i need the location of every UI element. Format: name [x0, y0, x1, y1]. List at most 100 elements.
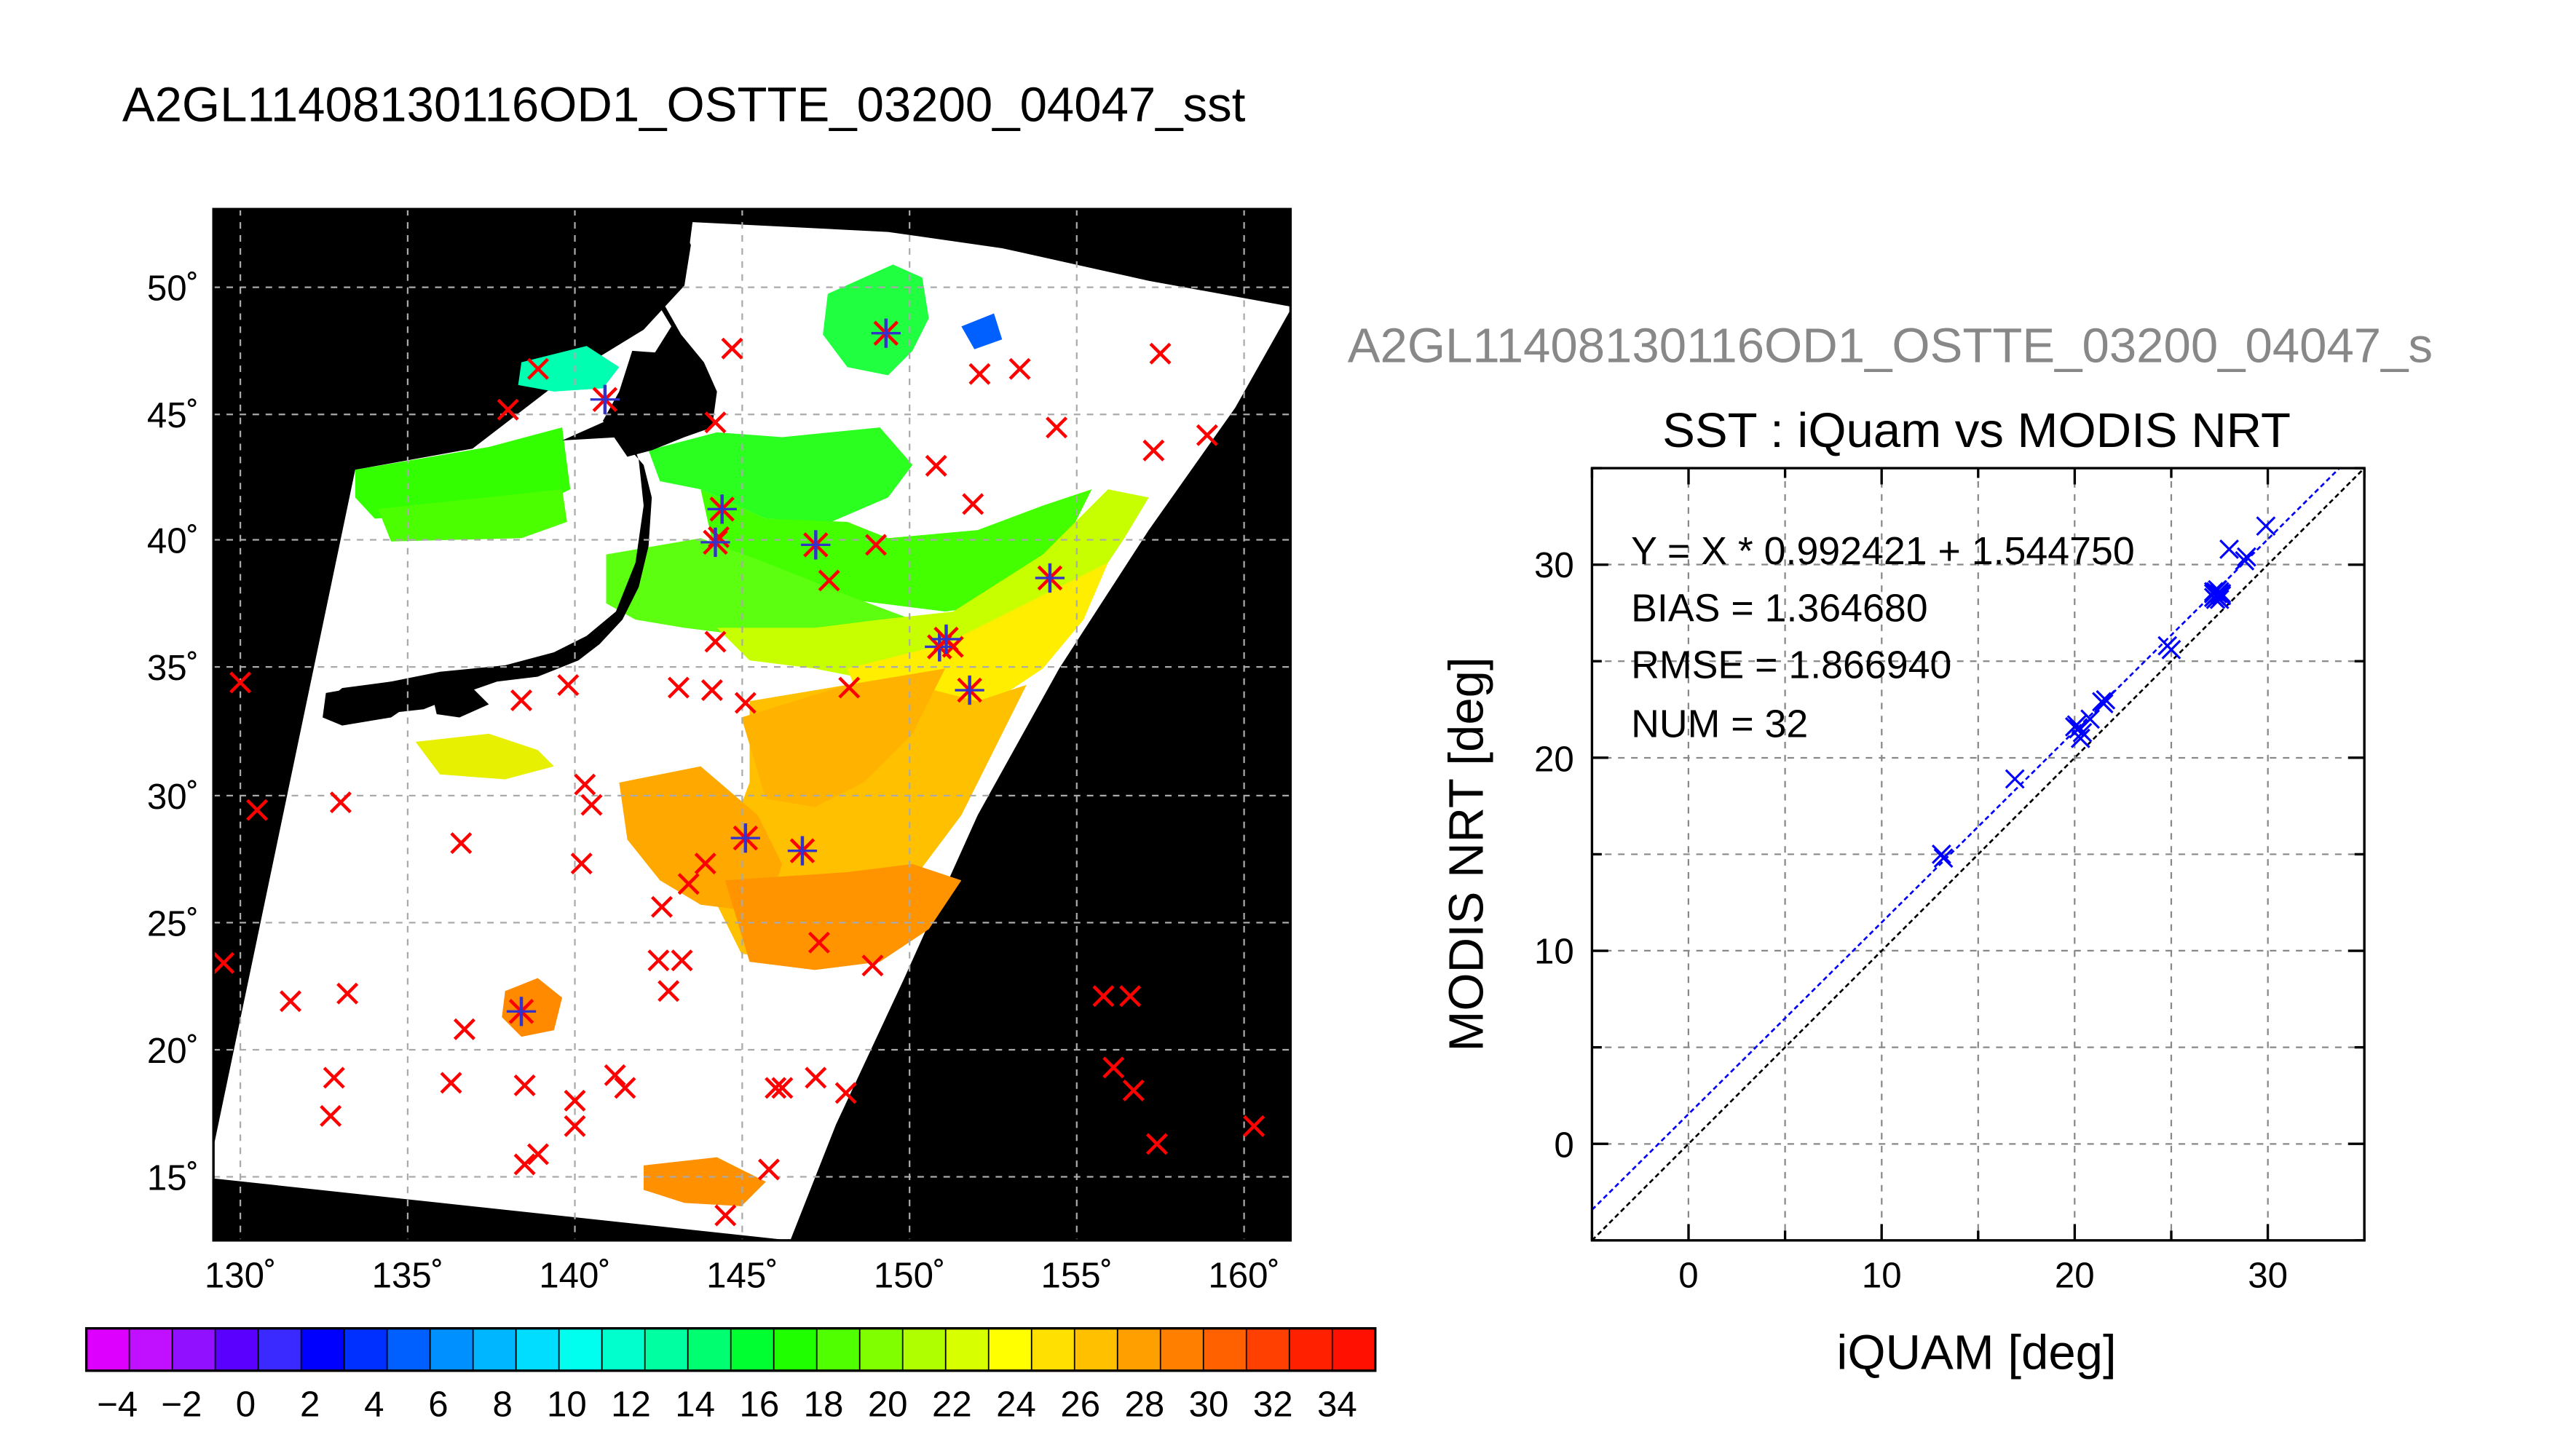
red-cross-marker	[650, 895, 673, 918]
blue-star-marker	[871, 318, 901, 348]
red-cross-marker	[714, 1204, 737, 1227]
colorbar-tick-label: 8	[492, 1385, 512, 1425]
lat-label: 40˚	[147, 521, 199, 561]
red-cross-marker	[329, 791, 352, 814]
colorbar-swatch	[1289, 1328, 1333, 1371]
scatter-point	[2005, 769, 2025, 789]
colorbar-tick-label: 6	[428, 1385, 448, 1425]
colorbar-swatch	[558, 1328, 603, 1371]
regression-equation: Y = X * 0.992421 + 1.544750	[1631, 529, 2135, 573]
red-cross-marker	[838, 676, 861, 699]
red-cross-marker	[671, 949, 693, 972]
colorbar	[85, 1328, 1376, 1371]
y-axis-label: MODIS NRT [deg]	[1439, 657, 1493, 1051]
blue-star-marker	[506, 997, 537, 1026]
y-tick-label: 10	[1534, 931, 1574, 971]
red-cross-marker	[580, 794, 603, 816]
blue-star-marker	[707, 494, 737, 524]
red-cross-marker	[721, 337, 743, 360]
lon-label: 135˚	[372, 1256, 444, 1296]
red-cross-marker	[497, 398, 519, 421]
lon-label: 150˚	[874, 1256, 946, 1296]
red-cross-marker	[614, 1077, 636, 1099]
colorbar-tick-label: 30	[1189, 1385, 1229, 1425]
colorbar-swatch	[816, 1328, 861, 1371]
scatter-point	[1931, 844, 1951, 864]
colorbar-swatch	[172, 1328, 216, 1371]
blue-star-marker	[955, 675, 984, 705]
red-cross-marker	[564, 1115, 586, 1137]
red-cross-marker	[694, 852, 716, 875]
red-cross-marker	[213, 951, 235, 974]
red-cross-marker	[704, 411, 727, 434]
red-cross-marker	[279, 990, 302, 1013]
x-tick-label: 0	[1678, 1256, 1698, 1296]
colorbar-swatch	[1074, 1328, 1118, 1371]
map-markers	[213, 318, 1265, 1227]
scatter-point	[2096, 689, 2116, 710]
colorbar-tick-label: 10	[547, 1385, 587, 1425]
colorbar-swatch	[988, 1328, 1032, 1371]
colorbar-frame	[84, 1326, 1377, 1372]
red-cross-marker	[513, 1074, 536, 1096]
regression-line	[1592, 468, 2341, 1211]
scatter-file-title: A2GL11408130116OD1_OSTTE_03200_04047_s	[1348, 319, 2433, 373]
colorbar-tick-label: 12	[611, 1385, 651, 1425]
red-cross-marker	[677, 873, 700, 895]
colorbar-tick-label: 14	[675, 1385, 715, 1425]
y-tick-label: 20	[1534, 739, 1574, 779]
colorbar-swatch	[516, 1328, 560, 1371]
red-cross-marker	[757, 1158, 781, 1181]
lon-label: 130˚	[205, 1256, 277, 1296]
map-panel	[213, 209, 1291, 1241]
colorbar-tick-label: 2	[300, 1385, 320, 1425]
red-cross-marker	[834, 1082, 857, 1104]
scatter-point	[2235, 550, 2255, 571]
red-cross-marker	[1243, 1115, 1265, 1137]
scatter-point	[2209, 584, 2230, 604]
colorbar-swatch	[129, 1328, 173, 1371]
x-tick-label: 20	[2055, 1256, 2095, 1296]
blue-star-marker	[787, 836, 818, 866]
scatter-point	[2236, 547, 2256, 567]
red-cross-marker	[700, 679, 723, 702]
colorbar-swatch	[902, 1328, 947, 1371]
lat-label: 35˚	[147, 648, 199, 688]
red-cross-marker	[513, 1153, 536, 1176]
colorbar-swatch	[258, 1328, 302, 1371]
colorbar-tick-label: 4	[364, 1385, 384, 1425]
scatter-lines	[1592, 468, 2365, 1241]
colorbar-labels: −4 −2 0 2 4 6 8 10 12 14 16 18 20 22 24 26 28 30 32 34	[97, 1385, 1357, 1425]
red-cross-marker	[1196, 424, 1218, 446]
red-cross-marker	[1008, 357, 1031, 380]
colorbar-swatch	[730, 1328, 775, 1371]
red-cross-marker	[861, 954, 884, 977]
sst-field	[355, 264, 1149, 1206]
lon-label: 145˚	[706, 1256, 778, 1296]
colorbar-swatch	[1332, 1328, 1376, 1371]
scatter-title: SST : iQuam vs MODIS NRT	[1662, 403, 2291, 458]
x-axis-label: iQUAM [deg]	[1836, 1326, 2116, 1380]
red-cross-marker	[320, 1104, 342, 1127]
colorbar-tick-label: −2	[161, 1385, 202, 1425]
red-cross-marker	[865, 534, 888, 556]
red-cross-marker	[968, 363, 991, 385]
scatter-grid	[1592, 468, 2365, 1241]
scatter-point	[2256, 516, 2276, 537]
colorbar-tick-label: 20	[868, 1385, 908, 1425]
red-cross-marker	[510, 689, 533, 712]
lat-label: 25˚	[147, 903, 199, 943]
colorbar-swatch	[945, 1328, 990, 1371]
lat-label: 50˚	[147, 269, 199, 309]
num-value: NUM = 32	[1631, 702, 1808, 745]
map-lat-labels: 50˚ 45˚ 40˚ 35˚ 30˚ 25˚ 20˚ 15˚	[147, 269, 199, 1198]
scatter-y-tick-labels: 0 10 20 30	[1534, 545, 1574, 1166]
red-cross-marker	[657, 980, 680, 1002]
red-cross-marker	[570, 852, 593, 875]
red-cross-marker	[323, 1067, 345, 1089]
red-cross-marker	[1092, 985, 1115, 1008]
red-cross-marker	[734, 692, 757, 714]
scatter-point	[1933, 848, 1954, 869]
red-cross-marker	[564, 1089, 586, 1112]
